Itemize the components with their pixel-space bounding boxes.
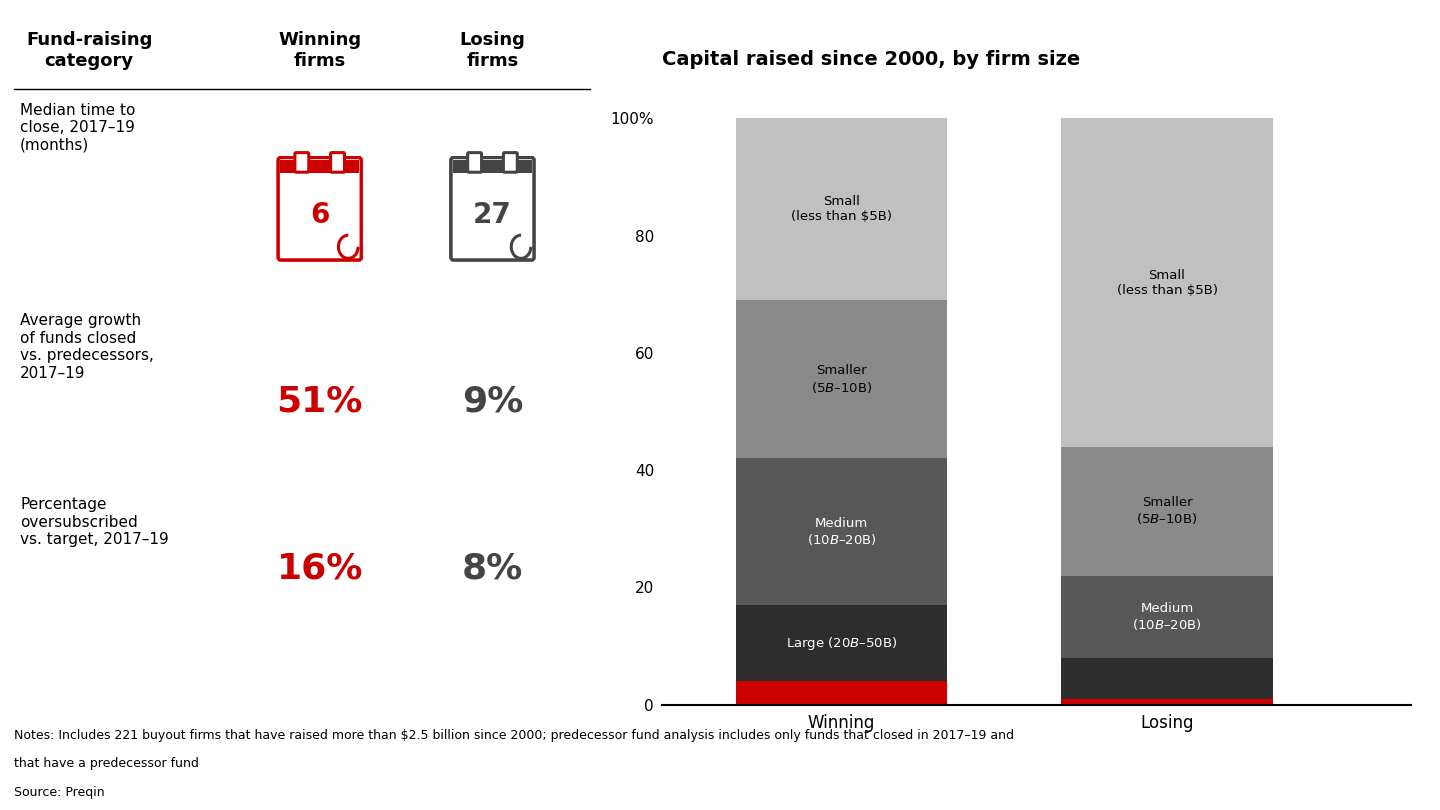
- Bar: [736, 301, 948, 458]
- Bar: [736, 605, 948, 681]
- Text: Losing
firms: Losing firms: [459, 31, 526, 70]
- Text: Medium
($10B–$20B): Medium ($10B–$20B): [1132, 602, 1202, 632]
- Text: Percentage
oversubscribed
vs. target, 2017–19: Percentage oversubscribed vs. target, 20…: [20, 497, 168, 547]
- Text: Small
(less than $5B): Small (less than $5B): [1116, 269, 1218, 296]
- Bar: [736, 118, 948, 301]
- Bar: [1061, 118, 1273, 447]
- Text: Small
(less than $5B): Small (less than $5B): [791, 195, 891, 224]
- Bar: [736, 681, 948, 705]
- Bar: [281, 160, 359, 175]
- FancyBboxPatch shape: [295, 152, 308, 173]
- Text: Median time to
close, 2017–19
(months): Median time to close, 2017–19 (months): [20, 103, 135, 152]
- Text: 51%: 51%: [276, 385, 363, 419]
- Text: Capital raised since 2000, by firm size: Capital raised since 2000, by firm size: [662, 50, 1080, 69]
- Bar: [281, 173, 359, 179]
- Text: 9%: 9%: [462, 385, 523, 419]
- Bar: [736, 458, 948, 605]
- Text: 27: 27: [474, 201, 511, 229]
- FancyBboxPatch shape: [331, 152, 344, 173]
- FancyBboxPatch shape: [504, 152, 517, 173]
- Text: Smaller
($5B–$10B): Smaller ($5B–$10B): [811, 364, 873, 394]
- Text: Source: Preqin: Source: Preqin: [14, 786, 105, 799]
- FancyBboxPatch shape: [451, 158, 534, 260]
- FancyBboxPatch shape: [278, 158, 361, 260]
- Text: Winning
firms: Winning firms: [278, 31, 361, 70]
- Text: Average growth
of funds closed
vs. predecessors,
2017–19: Average growth of funds closed vs. prede…: [20, 313, 154, 381]
- Text: 6: 6: [310, 201, 330, 229]
- Text: 8%: 8%: [462, 552, 523, 586]
- Bar: [468, 150, 481, 173]
- Text: Smaller
($5B–$10B): Smaller ($5B–$10B): [1136, 496, 1198, 526]
- Text: Medium
($10B–$20B): Medium ($10B–$20B): [806, 517, 877, 547]
- Bar: [331, 150, 344, 173]
- Text: that have a predecessor fund: that have a predecessor fund: [14, 757, 199, 770]
- Text: Fund-raising
category: Fund-raising category: [26, 31, 153, 70]
- Bar: [1061, 576, 1273, 658]
- Bar: [1061, 699, 1273, 705]
- Text: Notes: Includes 221 buyout firms that have raised more than $2.5 billion since 2: Notes: Includes 221 buyout firms that ha…: [14, 729, 1014, 742]
- Text: Large ($20B–$50B): Large ($20B–$50B): [786, 635, 897, 651]
- Bar: [504, 150, 517, 173]
- Text: 16%: 16%: [276, 552, 363, 586]
- Bar: [1061, 447, 1273, 576]
- Bar: [1061, 658, 1273, 699]
- Bar: [454, 160, 531, 175]
- Bar: [295, 150, 308, 173]
- FancyBboxPatch shape: [468, 152, 481, 173]
- Bar: [454, 173, 531, 179]
